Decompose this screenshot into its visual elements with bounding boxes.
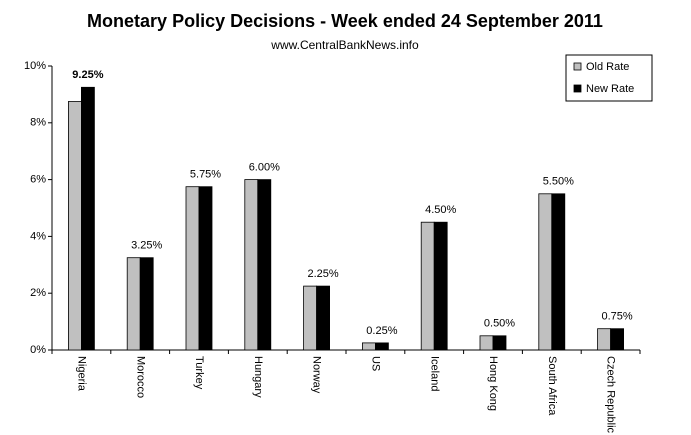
data-label: 2.25% — [307, 268, 338, 280]
x-tick-label: Morocco — [134, 356, 146, 398]
bar — [257, 179, 272, 351]
data-label: 0.75% — [601, 311, 632, 323]
bar — [361, 342, 376, 351]
bar — [479, 335, 494, 351]
bar — [551, 193, 566, 351]
bar — [433, 221, 448, 351]
x-tick-label: Nigeria — [75, 356, 87, 392]
bar — [316, 285, 331, 351]
data-label: 0.50% — [484, 318, 515, 330]
data-label: 6.00% — [249, 162, 280, 174]
chart-title: Monetary Policy Decisions - Week ended 2… — [87, 11, 603, 31]
bar — [81, 86, 95, 351]
bar — [68, 101, 82, 351]
bar — [244, 179, 259, 351]
x-tick-label: Hungary — [252, 356, 264, 398]
data-label: 5.75% — [190, 169, 221, 181]
x-tick-label: US — [369, 356, 381, 371]
y-tick-label: 0% — [30, 344, 46, 356]
y-tick-label: 10% — [24, 60, 46, 72]
bar — [538, 193, 553, 351]
data-label: 9.25% — [72, 69, 103, 81]
bar — [198, 186, 213, 351]
bar — [303, 285, 318, 351]
legend-label: New Rate — [586, 83, 634, 95]
y-tick-label: 8% — [30, 117, 46, 129]
data-label: 0.25% — [366, 325, 397, 337]
x-tick-label: Turkey — [193, 356, 205, 390]
bar — [374, 342, 389, 351]
x-tick-label: Czech Republic — [605, 356, 617, 434]
bar — [597, 328, 611, 351]
chart-subtitle: www.CentralBankNews.info — [270, 38, 419, 52]
legend-box — [565, 54, 653, 102]
data-label: 5.50% — [543, 176, 574, 188]
bar — [185, 186, 200, 351]
x-tick-label: South Africa — [546, 356, 558, 416]
x-tick-label: Hong Kong — [487, 356, 499, 411]
y-tick-label: 2% — [30, 287, 46, 299]
legend-swatch — [573, 84, 582, 93]
bar — [610, 328, 624, 351]
data-label: 4.50% — [425, 204, 456, 216]
bar — [420, 221, 435, 351]
bar — [126, 257, 141, 351]
legend-swatch — [573, 62, 582, 71]
bar — [139, 257, 154, 351]
x-tick-label: Norway — [311, 356, 323, 394]
x-tick-label: Iceland — [428, 356, 440, 391]
data-label: 3.25% — [131, 240, 162, 252]
y-tick-label: 6% — [30, 174, 46, 186]
legend-label: Old Rate — [586, 61, 629, 73]
bar — [492, 335, 507, 351]
y-tick-label: 4% — [30, 230, 46, 242]
